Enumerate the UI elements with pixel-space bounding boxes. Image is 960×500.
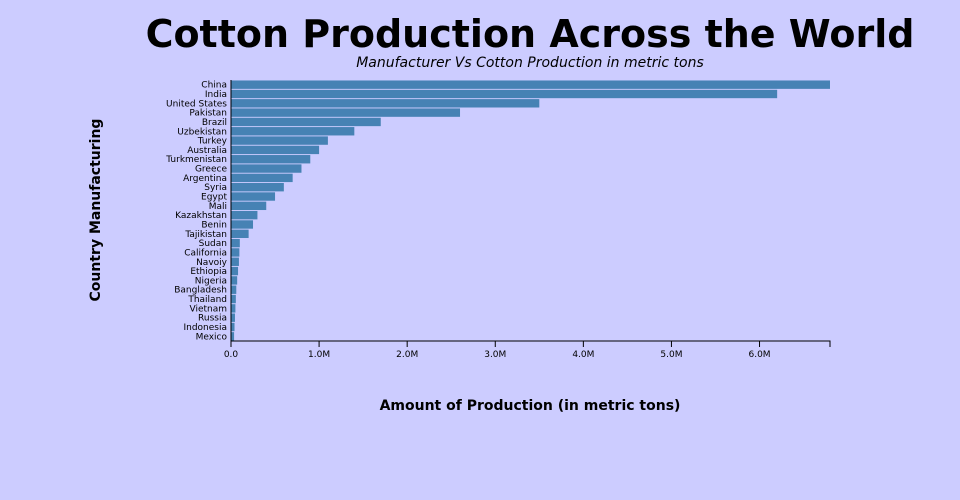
bar bbox=[231, 285, 237, 294]
y-tick-label: Navoiy bbox=[196, 258, 228, 268]
bar bbox=[231, 257, 239, 266]
x-tick-label: 5.0M bbox=[660, 350, 682, 360]
y-tick-label: Thailand bbox=[187, 295, 227, 305]
chart-subtitle: Manufacturer Vs Cotton Production in met… bbox=[356, 55, 704, 71]
x-axis-title: Amount of Production (in metric tons) bbox=[380, 398, 681, 414]
y-tick-label: United States bbox=[166, 99, 227, 109]
y-tick-label: Pakistan bbox=[189, 109, 227, 119]
y-tick-label: Greece bbox=[195, 165, 227, 175]
y-axis-title: Country Manufacturing bbox=[88, 119, 104, 302]
bar bbox=[231, 145, 320, 155]
y-tick-label: Russia bbox=[198, 314, 227, 324]
bar bbox=[231, 322, 235, 332]
x-tick-label: 6.0M bbox=[748, 350, 770, 360]
bar bbox=[231, 238, 240, 248]
bar bbox=[231, 173, 293, 183]
bar bbox=[231, 313, 235, 322]
y-tick-label: Mali bbox=[209, 202, 227, 212]
bars-group bbox=[231, 80, 830, 341]
y-tick-label: Syria bbox=[204, 183, 227, 193]
x-tick-label: 3.0M bbox=[484, 350, 506, 360]
x-axis: 0.0 1.0M 2.0M 3.0M 4.0M 5.0M 6.0M bbox=[224, 340, 831, 360]
bar bbox=[231, 164, 302, 173]
x-tick-label: 2.0M bbox=[396, 350, 418, 360]
bar bbox=[231, 210, 258, 220]
y-tick-label: Turkey bbox=[197, 137, 228, 147]
y-tick-label: Sudan bbox=[199, 239, 227, 249]
bar bbox=[231, 155, 311, 164]
y-tick-label: Uzbekistan bbox=[177, 127, 227, 137]
y-tick-label: Kazakhstan bbox=[175, 211, 227, 221]
bar bbox=[231, 294, 236, 304]
bar bbox=[231, 332, 235, 341]
y-tick-label: Turkmenistan bbox=[165, 155, 227, 165]
y-tick-label: China bbox=[201, 81, 227, 91]
y-tick-label: Bangladesh bbox=[174, 286, 227, 296]
y-tick-label: California bbox=[184, 248, 227, 258]
x-tick-label: 1.0M bbox=[308, 350, 330, 360]
bar bbox=[231, 127, 355, 136]
y-tick-label: Vietnam bbox=[189, 304, 227, 314]
y-tick-label: Indonesia bbox=[183, 323, 227, 333]
bar bbox=[231, 192, 276, 201]
bar bbox=[231, 248, 240, 257]
bar bbox=[231, 108, 461, 117]
x-tick-label: 4.0M bbox=[572, 350, 594, 360]
chart-title: Cotton Production Across the World bbox=[145, 12, 915, 56]
bar bbox=[231, 117, 381, 127]
bar bbox=[231, 99, 540, 108]
bar bbox=[231, 89, 778, 99]
y-tick-label: India bbox=[205, 90, 227, 100]
y-tick-label: Australia bbox=[187, 146, 227, 156]
bar bbox=[231, 220, 254, 229]
bar bbox=[231, 266, 239, 276]
bar bbox=[231, 276, 238, 285]
y-tick-label: Ethiopia bbox=[190, 267, 227, 277]
x-axis-line bbox=[230, 340, 831, 347]
bar bbox=[231, 136, 328, 145]
bar bbox=[231, 183, 284, 192]
bar bbox=[231, 304, 236, 313]
y-tick-label: Tajikistan bbox=[184, 230, 227, 240]
y-tick-label: Brazil bbox=[202, 118, 227, 128]
y-tick-label: Mexico bbox=[196, 332, 228, 342]
bar bbox=[231, 80, 830, 89]
bar bbox=[231, 229, 249, 238]
y-tick-label: Nigeria bbox=[195, 276, 227, 286]
x-tick-label: 0.0 bbox=[224, 350, 239, 360]
bar bbox=[231, 201, 267, 211]
y-tick-label: Egypt bbox=[201, 193, 227, 203]
y-tick-label: Benin bbox=[201, 220, 227, 230]
y-tick-label: Argentina bbox=[183, 174, 227, 184]
